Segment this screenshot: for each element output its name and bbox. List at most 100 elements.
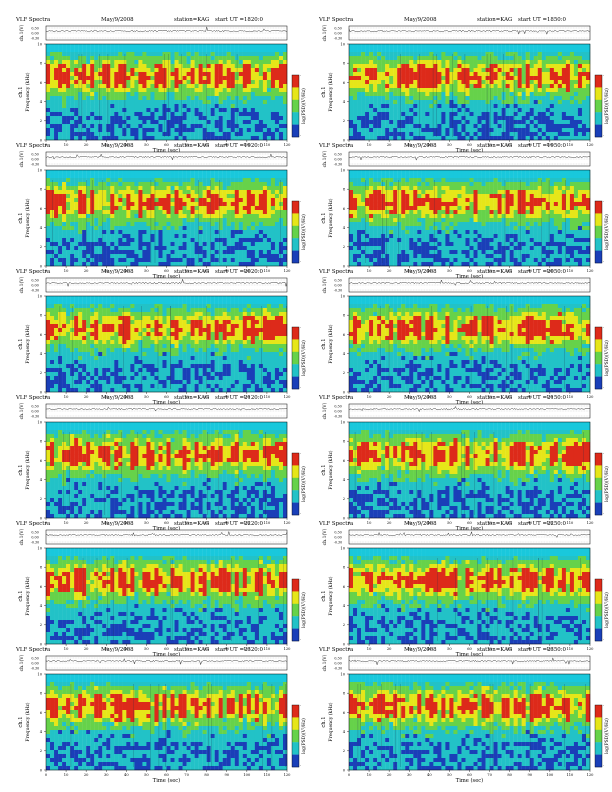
spectrogram-cell [210, 92, 215, 97]
spectrogram-cell [170, 178, 175, 183]
spectrogram-cell [282, 218, 288, 223]
spectrogram-cell [226, 222, 231, 227]
spectrogram-cell [266, 44, 272, 49]
spectrogram-cell [489, 174, 494, 179]
spectrogram-cell [453, 96, 458, 101]
spectrogram-cell [206, 136, 211, 141]
spectrogram-cell [469, 68, 474, 73]
spectrogram-cell [162, 206, 167, 211]
spectrogram-cell [114, 170, 119, 175]
spectrogram-cell [425, 56, 430, 61]
spectrogram-cell [521, 136, 526, 141]
spectrogram-cell [537, 132, 542, 137]
spectrogram-cell [234, 136, 239, 141]
spectrogram-cell [214, 190, 219, 195]
spectrogram-cell [82, 262, 87, 267]
spectrogram-cell [453, 120, 458, 125]
spectrogram-cell [505, 72, 510, 77]
spectrogram-cell [86, 234, 91, 239]
spectrogram-cell [441, 84, 446, 89]
spectrogram-cell [118, 108, 123, 113]
spectrogram-cell [585, 68, 591, 73]
spectrogram-cell [393, 44, 398, 49]
y-tick-label: 2 [40, 119, 42, 123]
spectrogram-cell [218, 170, 223, 175]
spectrogram-cell [357, 112, 362, 117]
spectrogram-cell [230, 226, 235, 231]
spectrogram-cell [158, 230, 163, 235]
spectrogram-cell [238, 258, 243, 263]
spectrogram-cell [569, 108, 575, 113]
spectrogram-cell [66, 68, 71, 73]
spectrogram-cell [214, 132, 219, 137]
spectrogram-cell [62, 246, 67, 251]
spectrogram-cell [190, 226, 195, 231]
spectrogram-cell [545, 174, 550, 179]
spectrogram-cell [138, 104, 143, 109]
spectrogram-cell [561, 186, 567, 191]
spectrogram-cell [154, 170, 159, 175]
spectrogram-cell [282, 174, 288, 179]
spectrogram-cell [421, 96, 426, 101]
trace-tick-label: 0.30 [31, 153, 38, 157]
spectrogram-cell [226, 56, 231, 61]
spectrogram-cell [50, 246, 55, 251]
spectrogram-cell [573, 112, 579, 117]
spectrogram-cell [154, 116, 159, 121]
spectrogram-cell [58, 56, 63, 61]
spectrogram-cell [142, 186, 147, 191]
spectrogram-cell [389, 190, 394, 195]
spectrogram-cell [94, 116, 99, 121]
spectrogram-cell [234, 96, 239, 101]
spectrogram-cell [102, 68, 107, 73]
spectrogram-cell [254, 64, 260, 69]
spectrogram-cell [465, 108, 470, 113]
spectrogram-cell [545, 100, 550, 105]
spectrogram-cell [433, 72, 438, 77]
spectrogram-cell [473, 182, 478, 187]
spectrogram-cell [142, 56, 147, 61]
spectrogram-cell [190, 194, 195, 199]
spectrogram-cell [282, 44, 288, 49]
spectrogram-cell [533, 84, 538, 89]
spectrogram-cell [393, 56, 398, 61]
spectrogram-cell [513, 186, 518, 191]
spectrogram-cell [202, 60, 207, 65]
spectrogram-cell [74, 132, 79, 137]
spectrogram-cell [122, 80, 127, 85]
spectrogram-cell [162, 174, 167, 179]
spectrogram-cell [361, 88, 366, 93]
spectrogram-cell [553, 182, 559, 187]
spectrogram-cell [262, 218, 268, 223]
spectrogram-cell [397, 44, 402, 49]
spectrogram-cell [234, 218, 239, 223]
spectrogram-cell [82, 68, 87, 73]
spectrogram-cell [357, 108, 362, 113]
spectrogram-cell [198, 258, 203, 263]
spectrogram-cell [553, 84, 559, 89]
spectrogram-cell [194, 104, 199, 109]
spectrogram-cell [242, 52, 247, 57]
spectrogram-cell [182, 250, 187, 255]
spectrogram-cell [70, 52, 75, 57]
spectrogram-cell [126, 84, 131, 89]
spectrogram-cell [186, 64, 191, 69]
spectrogram-cell [409, 52, 414, 57]
spectrogram-cell [122, 44, 127, 49]
spectrogram-cell [106, 234, 111, 239]
spectrogram-cell [194, 222, 199, 227]
spectrogram-cell [461, 132, 466, 137]
spectrogram-cell [274, 242, 280, 247]
spectrogram-cell [413, 100, 418, 105]
spectrogram-cell [361, 80, 366, 85]
spectrogram-cell [473, 72, 478, 77]
spectrogram-cell [58, 226, 63, 231]
spectrogram-cell [457, 84, 462, 89]
spectrogram-cell [250, 116, 256, 121]
spectrogram-cell [282, 226, 288, 231]
spectrogram-cell [118, 170, 123, 175]
spectrogram-cell [457, 96, 462, 101]
spectrogram-cell [166, 186, 171, 191]
spectrogram-cell [210, 136, 215, 141]
spectrogram-cell [401, 68, 406, 73]
